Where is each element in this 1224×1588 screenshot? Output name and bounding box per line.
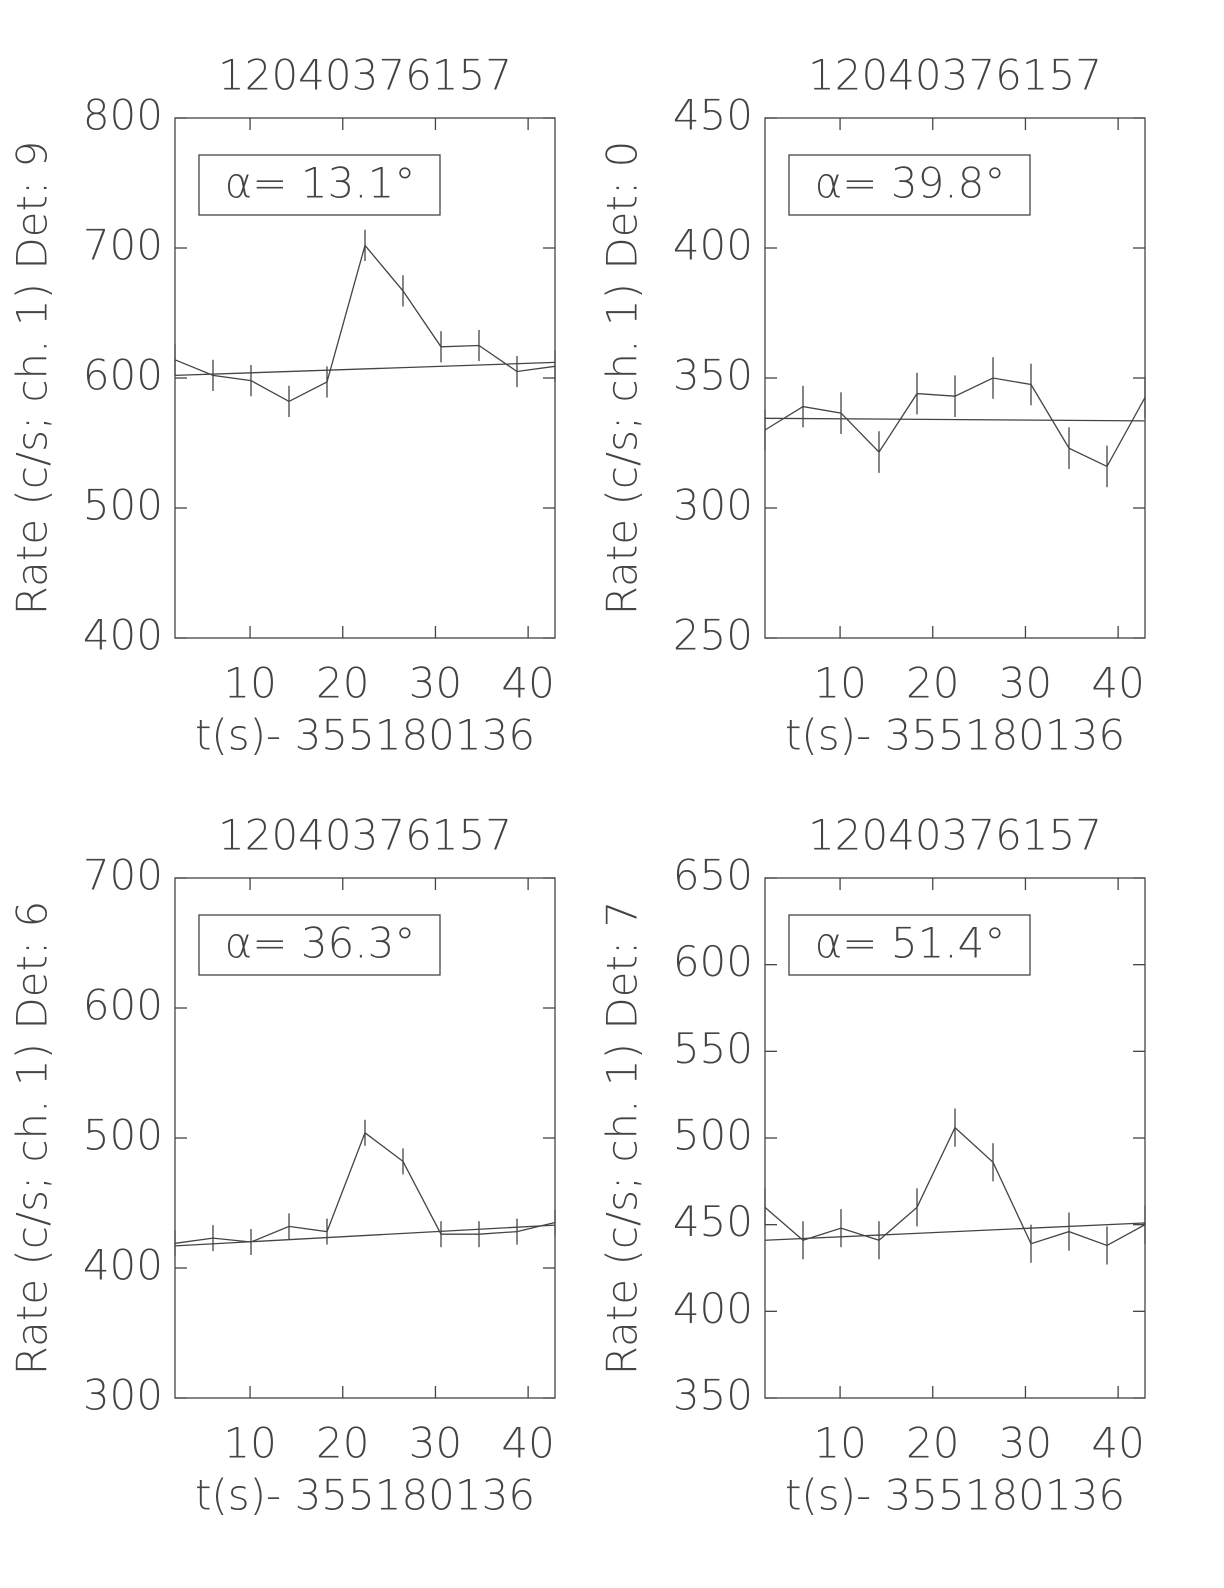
panel: 12040376157 Rate (c/s; ch. 1) Det: 0 t(s)-…	[598, 51, 1146, 760]
fit-line	[764, 1222, 1146, 1241]
y-tick-label: 550	[673, 1024, 753, 1073]
chart-title: 12040376157	[218, 51, 512, 100]
x-tick-label: 30	[409, 659, 462, 708]
data-line	[174, 1131, 556, 1244]
x-tick-label: 30	[409, 1419, 462, 1468]
annotation: α= 39.8°	[815, 159, 1006, 208]
panel: 12040376157 Rate (c/s; ch. 1) Det: 9 t(s)-…	[8, 51, 556, 760]
y-axis-label: Rate (c/s; ch. 1) Det: 0	[598, 141, 647, 615]
y-tick-label: 400	[673, 221, 753, 270]
annotation: α= 51.4°	[815, 919, 1006, 968]
annotation: α= 36.3°	[225, 919, 416, 968]
x-axis-label: t(s)- 355180136	[785, 711, 1125, 760]
annotation-box	[788, 914, 1031, 976]
data-line	[174, 244, 556, 403]
x-tick-label: 20	[906, 1419, 959, 1468]
y-tick-label: 450	[673, 1197, 753, 1246]
x-axis-label: t(s)- 355180136	[785, 1471, 1125, 1520]
annotation-box	[788, 154, 1031, 216]
x-tick-label: 20	[316, 659, 369, 708]
annotation-box	[198, 154, 441, 216]
x-tick-label: 20	[906, 659, 959, 708]
annotation-box	[198, 914, 441, 976]
annotation: α= 13.1°	[225, 159, 416, 208]
x-tick-label: 10	[813, 1419, 866, 1468]
x-tick-label: 30	[999, 659, 1052, 708]
x-axis-label: t(s)- 355180136	[195, 1471, 535, 1520]
x-axis-label: t(s)- 355180136	[195, 711, 535, 760]
x-tick-label: 40	[501, 1419, 554, 1468]
chart-title: 12040376157	[808, 51, 1102, 100]
y-tick-label: 600	[673, 937, 753, 986]
y-tick-label: 600	[83, 351, 163, 400]
chart-title: 12040376157	[808, 811, 1102, 860]
x-tick-label: 40	[1091, 1419, 1144, 1468]
y-tick-label: 650	[673, 851, 753, 900]
x-tick-label: 30	[999, 1419, 1052, 1468]
x-tick-label: 10	[223, 659, 276, 708]
y-tick-label: 700	[83, 851, 163, 900]
y-axis-label: Rate (c/s; ch. 1) Det: 7	[598, 901, 647, 1375]
fit-line	[174, 361, 556, 377]
y-tick-label: 300	[673, 481, 753, 530]
x-tick-label: 40	[1091, 659, 1144, 708]
y-tick-label: 500	[83, 481, 163, 530]
panel: 12040376157 Rate (c/s; ch. 1) Det: 6 t(s)-…	[8, 811, 556, 1520]
y-tick-label: 500	[83, 1111, 163, 1160]
y-axis-label: Rate (c/s; ch. 1) Det: 9	[8, 141, 57, 615]
fit-line	[174, 1224, 556, 1247]
x-tick-label: 10	[813, 659, 866, 708]
chart-title: 12040376157	[218, 811, 512, 860]
y-tick-label: 450	[673, 91, 753, 140]
y-axis-label: Rate (c/s; ch. 1) Det: 6	[8, 901, 57, 1375]
x-tick-label: 10	[223, 1419, 276, 1468]
y-tick-label: 400	[673, 1284, 753, 1333]
y-tick-label: 700	[83, 221, 163, 270]
y-tick-label: 600	[83, 981, 163, 1030]
y-tick-label: 500	[673, 1111, 753, 1160]
x-tick-label: 40	[501, 659, 554, 708]
panel: 12040376157 Rate (c/s; ch. 1) Det: 7 t(s)-…	[598, 811, 1146, 1520]
y-tick-label: 400	[83, 1241, 163, 1290]
y-tick-label: 800	[83, 91, 163, 140]
fit-line	[764, 417, 1146, 422]
y-tick-label: 350	[673, 1371, 753, 1420]
x-tick-label: 20	[316, 1419, 369, 1468]
y-tick-label: 300	[83, 1371, 163, 1420]
y-tick-label: 400	[83, 611, 163, 660]
y-tick-label: 350	[673, 351, 753, 400]
y-tick-label: 250	[673, 611, 753, 660]
